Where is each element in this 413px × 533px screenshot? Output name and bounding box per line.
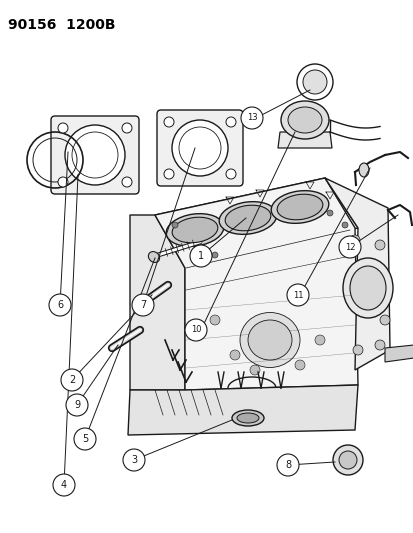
Circle shape: [341, 222, 347, 228]
Circle shape: [374, 240, 384, 250]
Ellipse shape: [172, 217, 217, 243]
Circle shape: [74, 428, 96, 450]
Text: 1: 1: [197, 251, 204, 261]
Circle shape: [314, 335, 324, 345]
Circle shape: [185, 319, 206, 341]
Circle shape: [374, 340, 384, 350]
Circle shape: [225, 169, 235, 179]
Circle shape: [122, 123, 132, 133]
Text: 10: 10: [190, 326, 201, 335]
FancyBboxPatch shape: [51, 116, 139, 194]
Circle shape: [123, 449, 145, 471]
Text: 11: 11: [292, 290, 302, 300]
Circle shape: [211, 252, 218, 258]
Circle shape: [352, 345, 362, 355]
Circle shape: [249, 365, 259, 375]
Ellipse shape: [342, 258, 392, 318]
Ellipse shape: [166, 214, 223, 246]
Ellipse shape: [271, 191, 328, 223]
Circle shape: [230, 350, 240, 360]
Polygon shape: [324, 178, 389, 370]
Circle shape: [240, 107, 262, 129]
Text: 9: 9: [74, 400, 80, 410]
Polygon shape: [384, 345, 413, 362]
Text: 5: 5: [82, 434, 88, 444]
Polygon shape: [154, 178, 357, 390]
Text: 90156  1200B: 90156 1200B: [8, 18, 115, 32]
Polygon shape: [128, 385, 357, 435]
Circle shape: [225, 117, 235, 127]
Text: 8: 8: [284, 460, 290, 470]
Ellipse shape: [287, 107, 321, 133]
Ellipse shape: [218, 201, 276, 235]
Circle shape: [164, 117, 173, 127]
Text: 4: 4: [61, 480, 67, 490]
Circle shape: [286, 284, 308, 306]
Ellipse shape: [236, 413, 259, 423]
Ellipse shape: [148, 252, 159, 262]
Circle shape: [53, 474, 75, 496]
Ellipse shape: [358, 163, 368, 177]
Circle shape: [164, 169, 173, 179]
Ellipse shape: [349, 266, 385, 310]
Circle shape: [326, 210, 332, 216]
Circle shape: [66, 394, 88, 416]
Circle shape: [349, 235, 359, 245]
Circle shape: [58, 177, 68, 187]
Circle shape: [276, 454, 298, 476]
Ellipse shape: [247, 320, 291, 360]
Circle shape: [190, 245, 211, 267]
Circle shape: [61, 369, 83, 391]
Circle shape: [65, 125, 125, 185]
Ellipse shape: [240, 312, 299, 367]
Circle shape: [338, 451, 356, 469]
Ellipse shape: [276, 194, 322, 220]
Ellipse shape: [280, 101, 328, 139]
Text: 2: 2: [69, 375, 75, 385]
Circle shape: [379, 315, 389, 325]
Circle shape: [49, 294, 71, 316]
Circle shape: [171, 120, 228, 176]
Text: 3: 3: [131, 455, 137, 465]
Circle shape: [122, 177, 132, 187]
Text: 6: 6: [57, 300, 63, 310]
Circle shape: [296, 64, 332, 100]
Text: 7: 7: [140, 300, 146, 310]
Circle shape: [209, 315, 219, 325]
Polygon shape: [277, 132, 331, 148]
Circle shape: [332, 445, 362, 475]
Text: 13: 13: [246, 114, 257, 123]
Ellipse shape: [225, 205, 270, 231]
Ellipse shape: [231, 410, 263, 426]
Polygon shape: [154, 178, 357, 268]
Circle shape: [338, 236, 360, 258]
Circle shape: [58, 123, 68, 133]
Circle shape: [132, 294, 154, 316]
Text: 12: 12: [344, 243, 354, 252]
Circle shape: [171, 222, 178, 228]
Circle shape: [294, 360, 304, 370]
FancyBboxPatch shape: [157, 110, 242, 186]
Polygon shape: [130, 215, 185, 390]
Circle shape: [302, 70, 326, 94]
